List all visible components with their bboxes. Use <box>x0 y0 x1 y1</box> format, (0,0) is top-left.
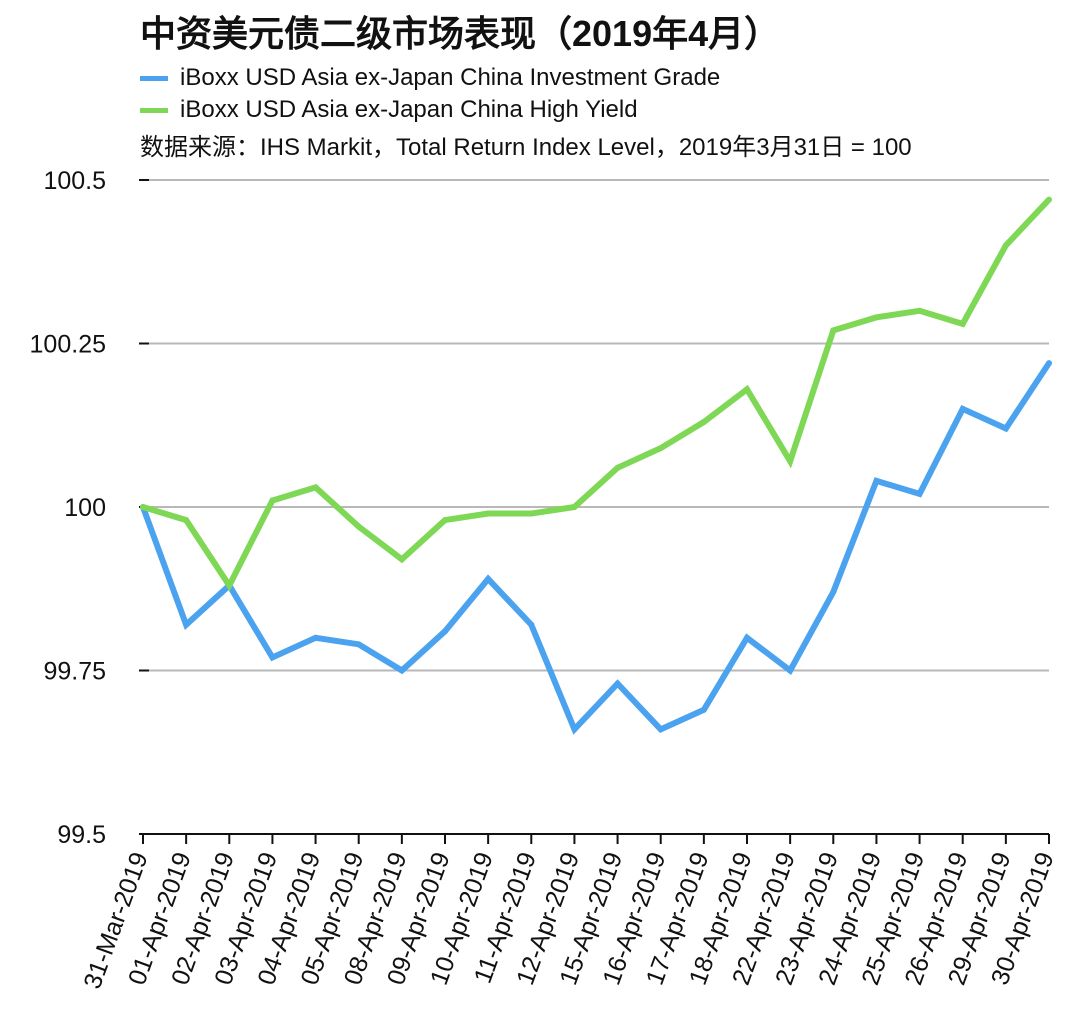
data-point <box>398 667 405 674</box>
data-point <box>1046 360 1052 367</box>
data-point <box>700 706 707 713</box>
data-point <box>787 667 794 674</box>
legend-label-high-yield: iBoxx USD Asia ex-Japan China High Yield <box>180 96 638 123</box>
data-point <box>571 504 578 510</box>
data-point <box>959 405 966 412</box>
data-point <box>657 445 664 452</box>
legend-item-investment-grade: iBoxx USD Asia ex-Japan China Investment… <box>140 62 720 94</box>
series-high-yield <box>140 196 1052 592</box>
data-point <box>1002 425 1009 432</box>
data-point <box>744 634 750 641</box>
legend-swatch-investment-grade <box>140 75 168 81</box>
data-point <box>355 523 362 530</box>
data-point <box>269 654 276 661</box>
data-point <box>183 517 190 524</box>
data-point <box>398 556 405 563</box>
data-point <box>700 418 707 425</box>
series-line-high-yield <box>142 197 1052 592</box>
data-point <box>830 327 837 334</box>
data-point <box>528 621 535 628</box>
data-point <box>485 575 492 582</box>
y-tick-label: 99.5 <box>57 821 106 849</box>
data-point <box>873 314 880 321</box>
y-tick-label: 100.25 <box>30 331 106 359</box>
legend-swatch-high-yield <box>140 107 168 113</box>
y-axis: 99.5 99.75 100 100.25 100.5 <box>30 167 149 849</box>
legend-label-investment-grade: iBoxx USD Asia ex-Japan China Investment… <box>180 64 721 91</box>
series-investment-grade <box>140 360 1052 735</box>
y-tick-label: 100 <box>64 494 106 522</box>
data-point <box>312 484 319 491</box>
data-point <box>1046 196 1052 203</box>
data-point <box>916 490 923 497</box>
y-tick-label: 99.75 <box>43 658 106 686</box>
data-point <box>1002 242 1009 249</box>
data-point <box>226 582 233 589</box>
data-point <box>183 621 190 628</box>
data-point <box>442 517 448 524</box>
data-point <box>571 726 578 733</box>
data-point <box>528 510 535 517</box>
y-tick-label: 100.5 <box>43 167 106 195</box>
data-point <box>269 497 276 504</box>
data-point <box>485 510 492 517</box>
data-point <box>355 641 362 648</box>
data-point <box>959 320 966 327</box>
data-point <box>873 477 880 484</box>
data-point <box>140 504 146 510</box>
chart-title: 中资美元债二级市场表现（2019年4月） <box>140 13 781 54</box>
data-point <box>312 634 319 641</box>
data-point <box>442 628 448 635</box>
chart-source-note: 数据来源：IHS Markit，Total Return Index Level… <box>140 134 912 161</box>
data-point <box>614 464 621 471</box>
series-line-investment-grade <box>140 361 1052 735</box>
gridlines <box>143 179 1049 672</box>
data-point <box>614 680 621 687</box>
data-point <box>830 589 837 596</box>
data-point <box>744 386 750 393</box>
legend-item-high-yield: iBoxx USD Asia ex-Japan China High Yield <box>140 94 638 126</box>
x-axis: 31-Mar-201901-Apr-201902-Apr-201903-Apr-… <box>78 833 1060 993</box>
data-point <box>787 458 794 465</box>
data-point <box>657 726 664 733</box>
data-point <box>916 307 923 314</box>
